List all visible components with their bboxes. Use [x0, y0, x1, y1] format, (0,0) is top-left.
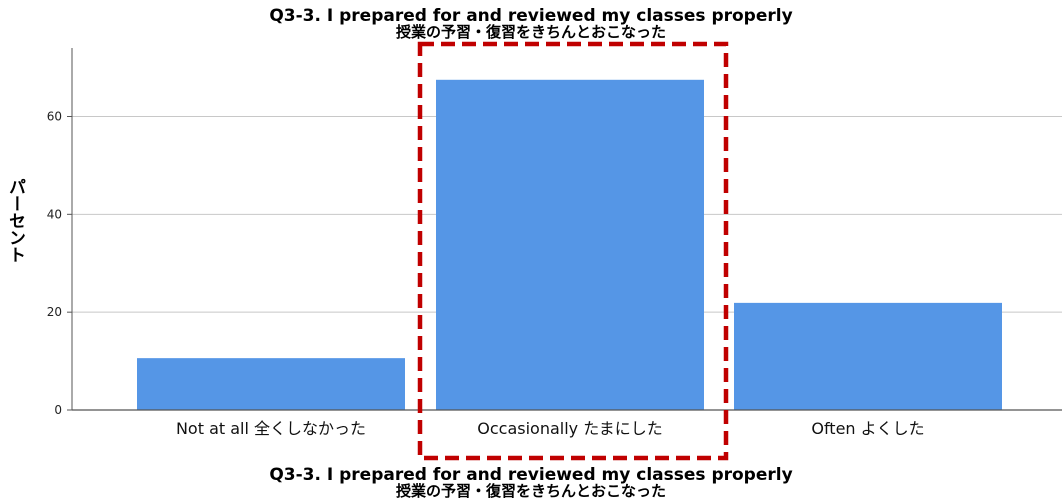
bar	[734, 302, 1002, 410]
x-axis-label: Q3-3. I prepared for and reviewed my cla…	[0, 465, 1062, 500]
x-axis-label-en: Q3-3. I prepared for and reviewed my cla…	[269, 465, 793, 485]
x-tick-label: Not at all 全くしなかった	[176, 419, 366, 438]
y-tick-label: 60	[47, 109, 62, 123]
y-tick-label: 40	[47, 207, 62, 221]
chart-title-jp: 授業の予習・復習をきちんとおこなった	[395, 23, 666, 41]
y-tick-label: 20	[47, 305, 62, 319]
chart-title: Q3-3. I prepared for and reviewed my cla…	[0, 6, 1062, 41]
bar	[137, 358, 405, 410]
x-tick-label: Often よくした	[811, 419, 924, 438]
chart-title-en: Q3-3. I prepared for and reviewed my cla…	[269, 6, 793, 26]
bar	[436, 79, 704, 410]
y-tick-label: 0	[54, 403, 62, 417]
y-axis-label: パーセント	[5, 178, 25, 263]
x-tick-label: Occasionally たまにした	[477, 419, 662, 438]
highlight-box	[417, 41, 729, 461]
x-axis-label-jp: 授業の予習・復習をきちんとおこなった	[395, 482, 666, 500]
